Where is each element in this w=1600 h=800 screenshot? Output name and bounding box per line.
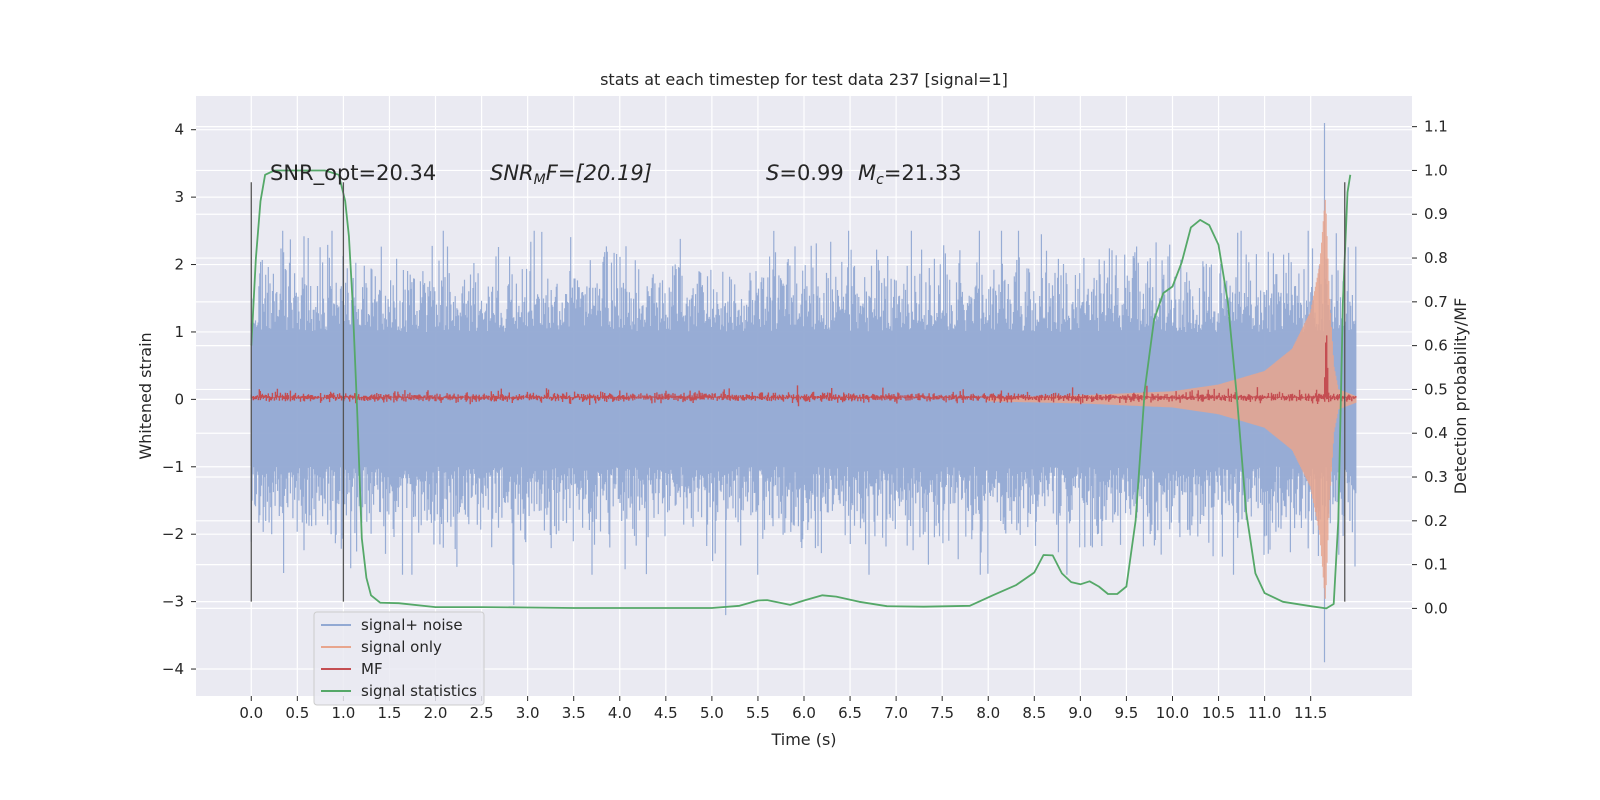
x-tick-label: 7.5 [930, 704, 954, 722]
x-tick-label: 5.5 [746, 704, 770, 722]
y-tick-label-left: −4 [162, 660, 184, 678]
annotation-snr-mf-rest: F=[20.19] [546, 161, 652, 185]
x-tick-label: 4.0 [608, 704, 632, 722]
x-tick-label: 11.5 [1294, 704, 1327, 722]
series-signal-statistics [250, 169, 1352, 610]
x-tick-label: 0.5 [285, 704, 309, 722]
chart-title: stats at each timestep for test data 237… [600, 70, 1008, 89]
x-tick-label: 8.0 [976, 704, 1000, 722]
annotation-s: S=0.99 [766, 161, 844, 185]
x-tick-label: 5.0 [700, 704, 724, 722]
y-tick-label-right: 0.5 [1424, 380, 1448, 398]
x-tick-label: 4.5 [654, 704, 678, 722]
y-tick-label-right: 1.0 [1424, 161, 1448, 179]
legend-label-signal-statistics: signal statistics [361, 682, 477, 700]
y-tick-label-left: −1 [162, 458, 184, 476]
x-tick-label: 8.5 [1022, 704, 1046, 722]
x-tick-label: 10.0 [1156, 704, 1189, 722]
legend-box [313, 611, 485, 706]
x-tick-label: 10.5 [1202, 704, 1235, 722]
vertical-markers [250, 182, 1346, 602]
annotation-mc: Mc=21.33 [858, 161, 962, 188]
x-tick-label: 3.5 [562, 704, 586, 722]
series-layer [250, 123, 1357, 663]
y-tick-label-left: 2 [174, 256, 184, 274]
y-tick-label-left: −3 [162, 593, 184, 611]
legend-label-signal-only: signal only [361, 638, 442, 656]
y-tick-label-right: 0.3 [1424, 468, 1448, 486]
annotation-snr-mf: SNRMF=[20.19] [490, 161, 652, 188]
y-tick-label-right: 1.1 [1424, 118, 1448, 136]
legend-label-signal-noise: signal+ noise [361, 616, 463, 634]
y-tick-label-right: 0.8 [1424, 249, 1448, 267]
x-tick-label: 6.0 [792, 704, 816, 722]
legend: signal+ noise signal only MF signal stat… [313, 611, 485, 706]
y-tick-label-left: 4 [174, 121, 184, 139]
x-tick-label: 7.0 [884, 704, 908, 722]
x-tick-label: 1.5 [378, 704, 402, 722]
x-tick-label: 9.0 [1068, 704, 1092, 722]
annotation-mc-sub: c [876, 172, 884, 188]
annotation-mc-name: M [858, 161, 876, 185]
x-tick-label: 1.0 [331, 704, 355, 722]
ticks: 0.0 0.5 1.0 1.5 2.0 2.5 3.0 3.5 4.0 4.5 5.0 5.5 6.0 6… [162, 118, 1448, 722]
y-tick-label-right: 0.9 [1424, 205, 1448, 223]
y-tick-label-left: −2 [162, 525, 184, 543]
x-tick-label: 3.0 [516, 704, 540, 722]
x-tick-label: 2.5 [470, 704, 494, 722]
y-axis-label-left: Whitened strain [136, 332, 155, 459]
y-tick-label-right: 0.4 [1424, 424, 1448, 442]
legend-label-mf: MF [361, 660, 383, 678]
y-tick-label-left: 3 [174, 188, 184, 206]
y-tick-label-right: 0.6 [1424, 337, 1448, 355]
annotation-s-name: S [766, 161, 779, 185]
y-tick-label-left: 1 [174, 323, 184, 341]
y-tick-label-right: 0.2 [1424, 512, 1448, 530]
y-tick-label-right: 0.0 [1424, 599, 1448, 617]
annotation-s-value: =0.99 [779, 161, 843, 185]
x-tick-label: 11.0 [1248, 704, 1281, 722]
annotation-snr-mf-sub: M [534, 172, 546, 188]
y-tick-label-left: 0 [174, 390, 184, 408]
x-tick-label: 2.0 [424, 704, 448, 722]
x-tick-label: 6.5 [838, 704, 862, 722]
x-axis-label: Time (s) [770, 730, 836, 749]
x-tick-label: 0.0 [239, 704, 263, 722]
y-tick-label-right: 0.1 [1424, 556, 1448, 574]
y-tick-label-right: 0.7 [1424, 293, 1448, 311]
y-axis-label-right: Detection probability/MF [1451, 298, 1470, 495]
x-tick-label: 9.5 [1114, 704, 1138, 722]
annotation-mc-value: =21.33 [884, 161, 962, 185]
annotation-snr-mf-prefix: SNR [490, 161, 534, 185]
annotation-snr-opt: SNR_opt=20.34 [270, 161, 436, 186]
